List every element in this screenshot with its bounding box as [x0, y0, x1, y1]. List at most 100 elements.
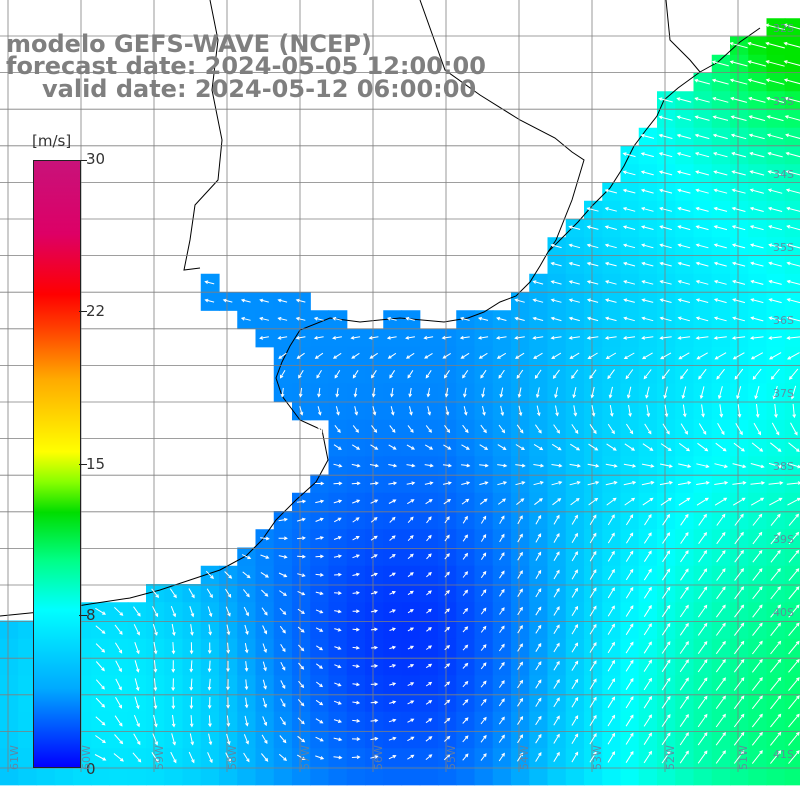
speed-cell [419, 766, 439, 786]
speed-cell [675, 365, 695, 384]
speed-cell [584, 346, 603, 366]
wind-arrow [662, 513, 670, 526]
wind-arrow [207, 696, 212, 710]
wind-arrow [661, 732, 671, 746]
wind-arrow [788, 531, 800, 545]
speed-cell [18, 657, 38, 676]
speed-cell [492, 675, 512, 695]
wind-arrow [333, 499, 343, 504]
wind-arrow [711, 60, 729, 67]
wind-arrow [770, 368, 780, 380]
wind-arrow [767, 206, 783, 212]
wind-arrow [661, 750, 671, 764]
wind-arrow [641, 298, 654, 303]
speed-cell [310, 365, 330, 384]
wind-arrow [589, 732, 597, 745]
wind-arrow [786, 298, 800, 304]
wind-arrow [515, 352, 525, 359]
speed-cell [730, 602, 749, 622]
wind-arrow [622, 207, 636, 212]
speed-cell [748, 748, 768, 768]
speed-cell [730, 620, 749, 640]
wind-arrow [388, 718, 397, 723]
wind-arrow [677, 280, 691, 285]
speed-cell [675, 730, 695, 749]
speed-cell [657, 492, 676, 512]
wind-arrow [626, 386, 632, 399]
wind-arrow [642, 443, 654, 451]
wind-arrow [734, 604, 745, 618]
wind-arrow [607, 659, 615, 672]
wind-arrow [572, 387, 577, 399]
wind-arrow [535, 387, 540, 399]
speed-cell [438, 766, 457, 786]
speed-cell [602, 748, 622, 768]
speed-cell [784, 547, 800, 567]
speed-cell [675, 602, 695, 622]
speed-cell [492, 602, 512, 622]
wind-arrow [317, 387, 321, 398]
wind-arrow [425, 736, 433, 742]
speed-cell [346, 511, 366, 530]
speed-cell [730, 547, 749, 567]
wind-arrow [625, 623, 634, 636]
speed-cell [584, 474, 603, 494]
speed-cell [784, 748, 800, 768]
wind-arrow [261, 607, 268, 616]
speed-cell [438, 620, 457, 640]
wind-arrow [297, 573, 306, 577]
speed-cell [328, 529, 348, 549]
speed-cell [346, 529, 366, 549]
wind-arrow [280, 643, 286, 653]
wind-arrow [662, 423, 670, 435]
wind-arrow [607, 623, 615, 635]
speed-cell [748, 383, 768, 403]
wind-arrow [770, 731, 782, 746]
wind-arrow [715, 659, 726, 673]
wind-arrow [409, 406, 413, 416]
speed-cell [511, 711, 530, 731]
wind-arrow [517, 588, 523, 597]
speed-cell [565, 766, 585, 786]
wind-arrow [770, 531, 781, 545]
wind-arrow [661, 568, 671, 581]
wind-arrow [208, 733, 213, 746]
speed-cell [657, 602, 676, 622]
wind-arrow [694, 152, 710, 158]
wind-arrow [462, 534, 468, 542]
speed-cell [529, 730, 549, 749]
speed-cell [584, 511, 603, 530]
wind-arrow [171, 733, 176, 746]
wind-arrow [643, 695, 652, 709]
wind-arrow [607, 714, 616, 727]
speed-cell [511, 730, 530, 749]
wind-arrow [553, 624, 560, 635]
speed-cell [657, 584, 676, 603]
wind-arrow [516, 752, 524, 762]
wind-arrow [351, 352, 360, 359]
wind-arrow [589, 424, 597, 435]
wind-arrow [369, 463, 380, 468]
wind-arrow [515, 463, 526, 468]
wind-arrow [571, 369, 579, 380]
wind-arrow [658, 115, 673, 121]
wind-arrow [787, 497, 800, 506]
wind-arrow [550, 298, 562, 303]
wind-arrow [517, 387, 522, 399]
wind-arrow [607, 678, 616, 690]
wind-arrow [734, 622, 745, 636]
speed-cell [693, 711, 713, 731]
speed-cell [693, 657, 713, 676]
speed-cell [547, 474, 567, 494]
lon-label: 58W [226, 745, 239, 770]
wind-arrow [678, 497, 691, 506]
speed-cell [784, 438, 800, 457]
wind-arrow [790, 385, 797, 400]
wind-arrow [315, 554, 325, 559]
speed-cell [547, 383, 567, 403]
wind-arrow [153, 696, 158, 710]
wind-arrow [297, 590, 306, 596]
speed-cell [584, 766, 603, 786]
wind-arrow [95, 735, 106, 744]
wind-arrow [407, 736, 415, 742]
